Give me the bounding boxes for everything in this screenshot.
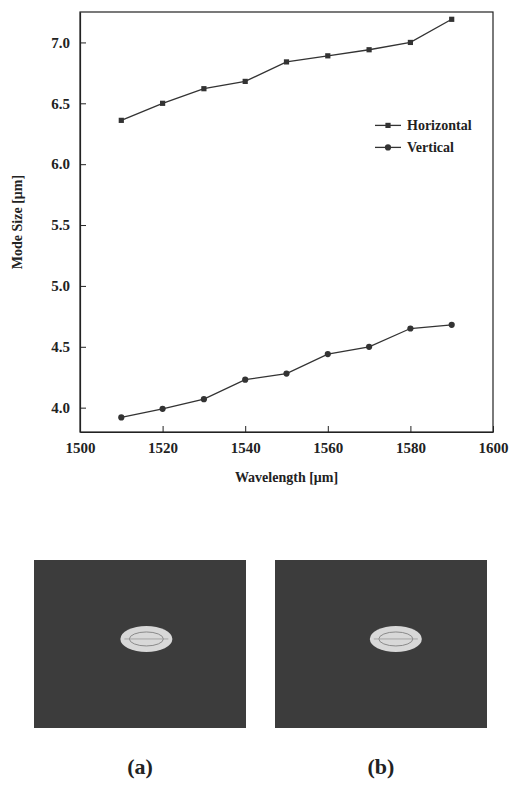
data-layer <box>118 17 455 421</box>
y-tick: 5.5 <box>51 217 86 233</box>
series-marker <box>407 325 413 331</box>
mode-image <box>275 560 487 728</box>
series-marker <box>243 79 248 84</box>
legend-marker <box>385 144 391 150</box>
y-tick-mark <box>80 286 86 287</box>
y-tick-mark <box>80 347 86 348</box>
series-line <box>121 19 451 120</box>
y-tick: 4.0 <box>51 400 86 416</box>
x-tick-label: 1500 <box>66 440 96 456</box>
y-axis-line <box>80 13 81 433</box>
image-background <box>34 560 246 728</box>
y-tick-label: 4.0 <box>51 400 70 416</box>
series-marker <box>325 53 330 58</box>
x-tick-label: 1540 <box>231 440 261 456</box>
y-tick-label: 4.5 <box>51 339 70 355</box>
y-tick: 6.0 <box>51 156 86 172</box>
y-tick-label: 5.5 <box>51 217 70 233</box>
x-tick-label: 1520 <box>148 440 178 456</box>
y-tick-label: 6.0 <box>51 156 70 172</box>
mode-image <box>34 560 246 728</box>
x-axis: 1500 1520 1540 1560 1580 1600 <box>66 426 509 456</box>
x-tick: 1520 <box>148 426 178 456</box>
y-tick-mark <box>80 42 86 43</box>
mode-crosshair <box>124 638 168 639</box>
x-tick: 1560 <box>313 426 343 456</box>
mode-spot <box>120 626 172 652</box>
y-tick-label: 7.0 <box>51 35 70 51</box>
x-axis-title: Wavelength [μm] <box>235 470 338 485</box>
y-tick-mark <box>80 103 86 104</box>
y-axis-title: Mode Size [μm] <box>10 175 25 269</box>
x-axis-line <box>81 432 494 433</box>
y-tick: 4.5 <box>51 339 86 355</box>
series-marker <box>367 47 372 52</box>
plot: 1500 1520 1540 1560 1580 1600 4.0 4.5 5.0 5.5 6.0 6… <box>51 12 508 456</box>
x-tick-label: 1600 <box>479 440 509 456</box>
plot-frame <box>80 12 493 432</box>
series-marker <box>201 86 206 91</box>
series-marker <box>408 40 413 45</box>
image-label: (a) <box>127 754 153 779</box>
mode-spot <box>370 626 422 652</box>
y-tick: 7.0 <box>51 35 86 51</box>
x-tick-label: 1560 <box>313 440 343 456</box>
series-marker <box>160 101 165 106</box>
series-marker <box>366 344 372 350</box>
series-line <box>121 325 451 418</box>
x-tick-mark <box>245 426 246 432</box>
series-marker <box>284 59 289 64</box>
legend: Horizontal Vertical <box>375 118 472 155</box>
x-tick-mark <box>493 426 494 432</box>
x-tick-label: 1580 <box>396 440 426 456</box>
image-background <box>275 560 487 728</box>
series-marker <box>283 370 289 376</box>
mode-crosshair <box>374 638 418 639</box>
legend-label: Vertical <box>407 140 454 155</box>
y-tick-label: 5.0 <box>51 278 70 294</box>
series-marker <box>160 406 166 412</box>
x-tick-mark <box>410 426 411 432</box>
legend-marker <box>385 123 390 128</box>
series-marker <box>119 118 124 123</box>
image-label: (b) <box>368 754 395 779</box>
x-tick: 1600 <box>479 426 509 456</box>
y-tick-mark <box>80 225 86 226</box>
x-tick: 1580 <box>396 426 426 456</box>
x-tick-mark <box>328 426 329 432</box>
series-marker <box>118 414 124 420</box>
legend-label: Horizontal <box>407 118 472 133</box>
series-marker <box>449 17 454 22</box>
series-marker <box>242 377 248 383</box>
x-tick: 1540 <box>231 426 261 456</box>
series-marker <box>449 322 455 328</box>
series-marker <box>325 351 331 357</box>
y-tick-label: 6.5 <box>51 96 70 112</box>
y-tick: 6.5 <box>51 96 86 112</box>
y-tick: 5.0 <box>51 278 86 294</box>
series-marker <box>201 396 207 402</box>
y-axis: 4.0 4.5 5.0 5.5 6.0 6.5 7.0 <box>51 13 86 433</box>
y-tick-mark <box>80 408 86 409</box>
y-tick-mark <box>80 164 86 165</box>
figure: 1500 1520 1540 1560 1580 1600 4.0 4.5 5.0 5.5 6.0 6… <box>0 0 521 800</box>
x-tick-mark <box>163 426 164 432</box>
